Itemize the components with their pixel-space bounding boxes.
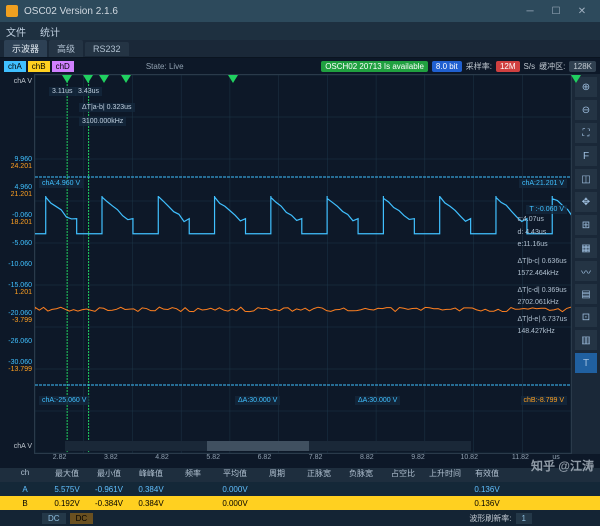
ch-a-toggle[interactable]: chA — [4, 61, 26, 72]
menu-file[interactable]: 文件 — [6, 24, 26, 39]
cha-left: chA:4.960 V — [39, 179, 83, 188]
side-btn-10[interactable]: ⊡ — [574, 306, 598, 328]
stats-row-b: B0.192V-0.384V0.384V0.000V0.136V — [0, 496, 600, 510]
side-toolbar: ⊕⊖⛶F◫✥⊞▦〰▤⊡▥T — [572, 74, 600, 454]
title-bar: OSC02 Version 2.1.6 ─ ☐ ✕ — [0, 0, 600, 22]
stats-header: ch最大值最小值峰峰值频率平均值周期正脉宽负脉宽占空比上升时间有效值 — [0, 468, 600, 482]
readout-panel: c:4.07usd: 4.43use:11.16us ΔT|b-c| 0.636… — [517, 215, 567, 340]
rate-label: 采样率: — [466, 61, 492, 72]
delta-ab: ΔT|a-b| 0.323us — [79, 103, 135, 112]
menu-stats[interactable]: 统计 — [40, 24, 60, 39]
y-top-label: chA V — [2, 78, 32, 85]
cha-bot: chA:-25.060 V — [39, 396, 89, 405]
state-label: State: Live — [146, 62, 184, 71]
buf-label: 缓冲区: — [539, 61, 565, 72]
da-mid: ΔA:30.000 V — [235, 396, 280, 405]
close-button[interactable]: ✕ — [570, 3, 594, 19]
freq-ab: 3100.000kHz — [79, 117, 126, 126]
x-axis: 2.823.824.825.826.827.828.829.8210.8211.… — [0, 454, 600, 468]
toolbar: chA chB chD State: Live OSCH02 20713 Is … — [0, 58, 600, 74]
tab-advanced[interactable]: 高级 — [49, 40, 83, 57]
window-title: OSC02 Version 2.1.6 — [24, 6, 118, 17]
side-btn-2[interactable]: ⛶ — [574, 122, 598, 144]
side-btn-11[interactable]: ▥ — [574, 329, 598, 351]
rate-unit: S/s — [524, 62, 536, 71]
side-btn-8[interactable]: 〰 — [574, 260, 598, 282]
footer: DC DC 波形刷新率: 1 — [0, 510, 600, 526]
cha-right: chA:21.201 V — [519, 179, 567, 188]
stats-row-a: A5.575V-0.961V0.384V0.000V0.136V — [0, 482, 600, 496]
buf-value[interactable]: 128K — [569, 61, 596, 72]
rate-value[interactable]: 12M — [496, 61, 520, 72]
y-bot-label: chA V — [2, 443, 32, 450]
y-axis: chA V 9.96024.2014.96021.201-0.06018.201… — [0, 74, 34, 454]
cursor-a-time: 3.11us — [49, 87, 76, 96]
watermark: 知乎 @江涛 — [531, 457, 594, 474]
tab-scope[interactable]: 示波器 — [4, 40, 47, 57]
refresh-label: 波形刷新率: — [469, 513, 511, 524]
side-btn-4[interactable]: ◫ — [574, 168, 598, 190]
ch-b-toggle[interactable]: chB — [28, 61, 50, 72]
side-btn-3[interactable]: F — [574, 145, 598, 167]
ch-d-toggle[interactable]: chD — [52, 61, 74, 72]
minimize-button[interactable]: ─ — [518, 3, 542, 19]
side-btn-5[interactable]: ✥ — [574, 191, 598, 213]
dc-a[interactable]: DC — [42, 513, 66, 524]
refresh-val[interactable]: 1 — [516, 513, 532, 524]
side-btn-9[interactable]: ▤ — [574, 283, 598, 305]
side-btn-1[interactable]: ⊖ — [574, 99, 598, 121]
dc-b[interactable]: DC — [70, 513, 94, 524]
plot-area[interactable]: 3.11us 3.43us ΔT|a-b| 0.323us 3100.000kH… — [34, 74, 572, 454]
cursor-b-time: 3.43us — [75, 87, 102, 96]
device-status: OSCH02 20713 Is available — [321, 61, 428, 72]
time-scrollbar[interactable] — [65, 441, 471, 451]
tab-bar: 示波器 高级 RS232 — [0, 40, 600, 58]
side-btn-12[interactable]: T — [574, 352, 598, 374]
app-icon — [6, 5, 18, 17]
t-val: T :-0.060 V — [526, 205, 567, 214]
da-r: ΔA:30.000 V — [355, 396, 400, 405]
chb-r: chB:-8.799 V — [521, 396, 567, 405]
tab-rs232[interactable]: RS232 — [85, 42, 129, 56]
side-btn-6[interactable]: ⊞ — [574, 214, 598, 236]
maximize-button[interactable]: ☐ — [544, 3, 568, 19]
bits-badge: 8.0 bit — [432, 61, 462, 72]
menu-bar: 文件 统计 — [0, 22, 600, 40]
side-btn-7[interactable]: ▦ — [574, 237, 598, 259]
